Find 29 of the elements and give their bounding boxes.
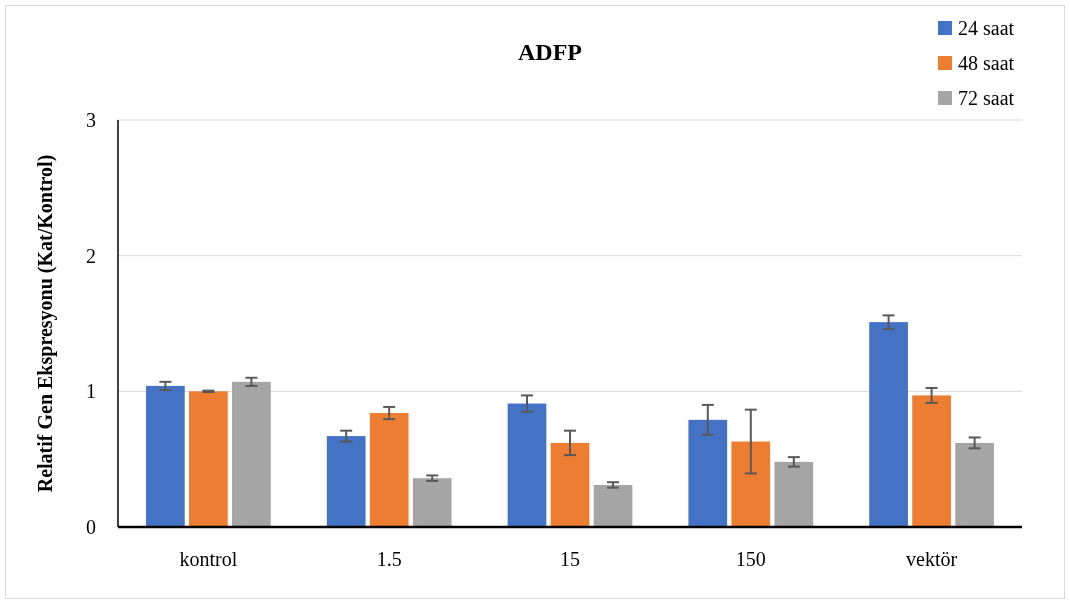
bar bbox=[593, 484, 633, 527]
bar bbox=[232, 381, 271, 527]
bar bbox=[507, 403, 547, 527]
bar bbox=[774, 461, 814, 527]
y-tick-label: 3 bbox=[86, 109, 96, 131]
y-tick-label: 1 bbox=[86, 380, 96, 403]
x-tick-label: vektör bbox=[906, 548, 958, 570]
bar bbox=[189, 391, 228, 527]
legend-label: 72 saat bbox=[958, 87, 1015, 109]
y-axis-title: Relatif Gen Ekspresyonu (Kat/Kontrol) bbox=[34, 154, 57, 493]
bar bbox=[412, 478, 452, 527]
bar bbox=[955, 442, 994, 527]
bar bbox=[369, 413, 409, 527]
x-tick-label: kontrol bbox=[179, 548, 238, 570]
bar bbox=[146, 385, 185, 527]
bar bbox=[912, 395, 951, 527]
bar bbox=[550, 442, 590, 527]
x-tick-label: 15 bbox=[560, 548, 580, 570]
x-tick-label: 1.5 bbox=[376, 548, 402, 570]
legend-label: 48 saat bbox=[958, 52, 1015, 74]
chart-title: ADFP bbox=[518, 39, 582, 65]
y-tick-label: 2 bbox=[86, 244, 96, 267]
bar bbox=[326, 436, 366, 527]
bar bbox=[688, 419, 728, 527]
bar bbox=[869, 322, 908, 527]
y-tick-label: 0 bbox=[86, 516, 96, 538]
bar bbox=[731, 441, 771, 527]
x-tick-label: 150 bbox=[735, 548, 766, 570]
legend-label: 24 saat bbox=[958, 17, 1015, 39]
